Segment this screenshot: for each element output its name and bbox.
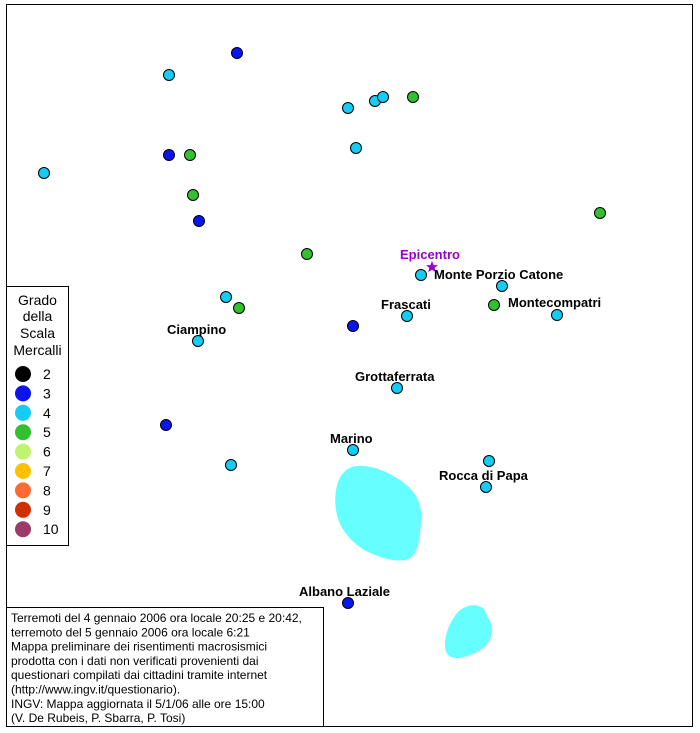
legend-label-grade-8: 8 (43, 482, 51, 498)
label-marino: Marino (330, 431, 373, 446)
legend-title-line: della (23, 308, 53, 324)
observation-point-grade-4 (415, 269, 427, 281)
epicenter-label: Epicentro (400, 247, 460, 262)
observation-point-grade-5 (407, 91, 419, 103)
observation-point-grade-3 (231, 47, 243, 59)
legend-swatch-grade-7 (15, 463, 31, 479)
caption-line: questionari compilati dai cittadini tram… (11, 668, 268, 682)
legend-label-grade-4: 4 (43, 405, 51, 421)
label-frascati: Frascati (381, 297, 431, 312)
caption: Terremoti del 4 gennaio 2006 ora locale … (6, 607, 324, 727)
legend-label-grade-7: 7 (43, 463, 51, 479)
label-monte-porzio-catone: Monte Porzio Catone (434, 267, 563, 282)
observation-point-grade-3 (163, 149, 175, 161)
observation-point-grade-4 (496, 280, 508, 292)
observation-point-grade-5 (301, 248, 313, 260)
observation-point-grade-4 (401, 310, 413, 322)
observation-point-grade-4 (163, 69, 175, 81)
legend-swatch-grade-10 (15, 521, 31, 538)
observation-point-grade-3 (342, 597, 354, 609)
observation-point-grade-5 (184, 149, 196, 161)
caption-box (6, 607, 324, 727)
legend-label-grade-9: 9 (43, 502, 51, 518)
legend-swatch-grade-5 (15, 424, 31, 441)
observation-points (38, 47, 606, 609)
observation-point-grade-5 (187, 189, 199, 201)
observation-point-grade-3 (193, 215, 205, 227)
legend-swatch-grade-8 (15, 482, 31, 499)
legend-label-grade-5: 5 (43, 424, 51, 440)
legend-swatch-grade-2 (15, 366, 31, 382)
caption-line: INGV: Mappa aggiornata il 5/1/06 alle or… (11, 697, 265, 711)
observation-point-grade-4 (391, 382, 403, 394)
label-rocca-di-papa: Rocca di Papa (439, 468, 529, 483)
observation-point-grade-5 (488, 299, 500, 311)
legend-label-grade-3: 3 (43, 385, 51, 401)
observation-point-grade-4 (480, 481, 492, 493)
legend-swatch-grade-6 (15, 443, 31, 460)
caption-line: (V. De Rubeis, P. Sbarra, P. Tosi) (11, 711, 185, 725)
caption-lines: Terremoti del 4 gennaio 2006 ora locale … (11, 611, 302, 725)
observation-point-grade-4 (377, 91, 389, 103)
legend-title-line: Scala (20, 325, 55, 341)
legend-swatch-grade-4 (15, 404, 31, 421)
observation-point-grade-4 (342, 102, 354, 114)
epicenter-star-icon (426, 261, 438, 273)
observation-point-grade-4 (483, 455, 495, 467)
caption-line: terremoto del 5 gennaio 2006 ora locale … (11, 625, 250, 639)
legend-label-grade-10: 10 (43, 521, 59, 537)
legend: Grado della Scala Mercalli 2 3 4 5 6 7 8 9 10 (6, 286, 69, 546)
observation-point-grade-4 (220, 291, 232, 303)
observation-point-grade-4 (192, 335, 204, 347)
legend-label-grade-6: 6 (43, 444, 51, 460)
legend-label-grade-2: 2 (43, 366, 51, 382)
observation-point-grade-3 (160, 419, 172, 431)
observation-point-grade-5 (233, 302, 245, 314)
observation-point-grade-4 (225, 459, 237, 471)
legend-title-line: Grado (18, 292, 57, 308)
observation-point-grade-4 (38, 167, 50, 179)
label-montecompatri: Montecompatri (508, 295, 601, 310)
observation-point-grade-4 (347, 444, 359, 456)
legend-title-line: Mercalli (13, 342, 61, 358)
legend-swatch-grade-3 (15, 385, 31, 402)
observation-point-grade-5 (594, 207, 606, 219)
observation-point-grade-4 (551, 309, 563, 321)
caption-line: Terremoti del 4 gennaio 2006 ora locale … (11, 611, 302, 625)
observation-point-grade-3 (347, 320, 359, 332)
legend-items: 2 3 4 5 6 7 8 9 10 (15, 366, 59, 538)
label-albano-laziale: Albano Laziale (299, 584, 390, 599)
label-grottaferrata: Grottaferrata (355, 369, 435, 384)
caption-line: Mappa preliminare dei risentimenti macro… (11, 640, 267, 654)
label-ciampino: Ciampino (167, 322, 226, 337)
lake-nemi (444, 605, 492, 659)
legend-swatch-grade-9 (15, 501, 31, 518)
observation-point-grade-4 (350, 142, 362, 154)
caption-line: (http://www.ingv.it/questionario). (11, 683, 180, 697)
lake-albano (335, 465, 422, 561)
epicenter: Epicentro (400, 247, 460, 273)
caption-line: prodotta con i dati non verificati prove… (11, 654, 258, 668)
